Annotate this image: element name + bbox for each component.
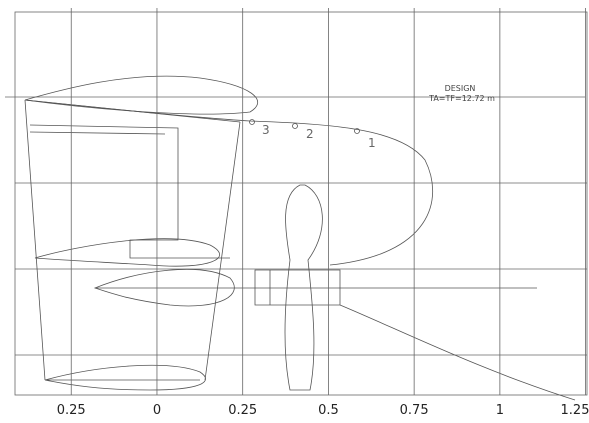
frame-lines — [24, 99, 241, 381]
x-tick-label: 0.25 — [228, 403, 257, 418]
annotation-title: DESIGN — [445, 84, 476, 93]
x-tick-label: 0.5 — [318, 403, 339, 418]
station-point — [249, 119, 255, 125]
hull-profile — [24, 99, 433, 266]
station-label: 1 — [368, 136, 376, 150]
frame — [14, 11, 588, 396]
x-tick-label: 0.75 — [400, 403, 429, 418]
hull-bottom-curve — [339, 304, 576, 401]
x-tick-label: 0 — [153, 403, 161, 418]
x-tick-label: 1.25 — [561, 403, 589, 418]
annotation-subtitle: TA=TF=12.72 m — [428, 94, 495, 103]
propeller-blade — [284, 184, 323, 391]
station-label: 3 — [262, 123, 270, 137]
section-bottom — [44, 364, 206, 391]
x-tick-label: 1 — [496, 403, 504, 418]
station-point — [292, 123, 298, 129]
hub — [95, 269, 537, 306]
section-top — [24, 75, 258, 115]
station-label: 2 — [306, 127, 314, 141]
rudder — [29, 124, 230, 259]
section-low — [93, 269, 235, 307]
section-mid — [34, 238, 221, 267]
x-tick-label: 0.25 — [57, 403, 86, 418]
station-point — [354, 128, 360, 134]
